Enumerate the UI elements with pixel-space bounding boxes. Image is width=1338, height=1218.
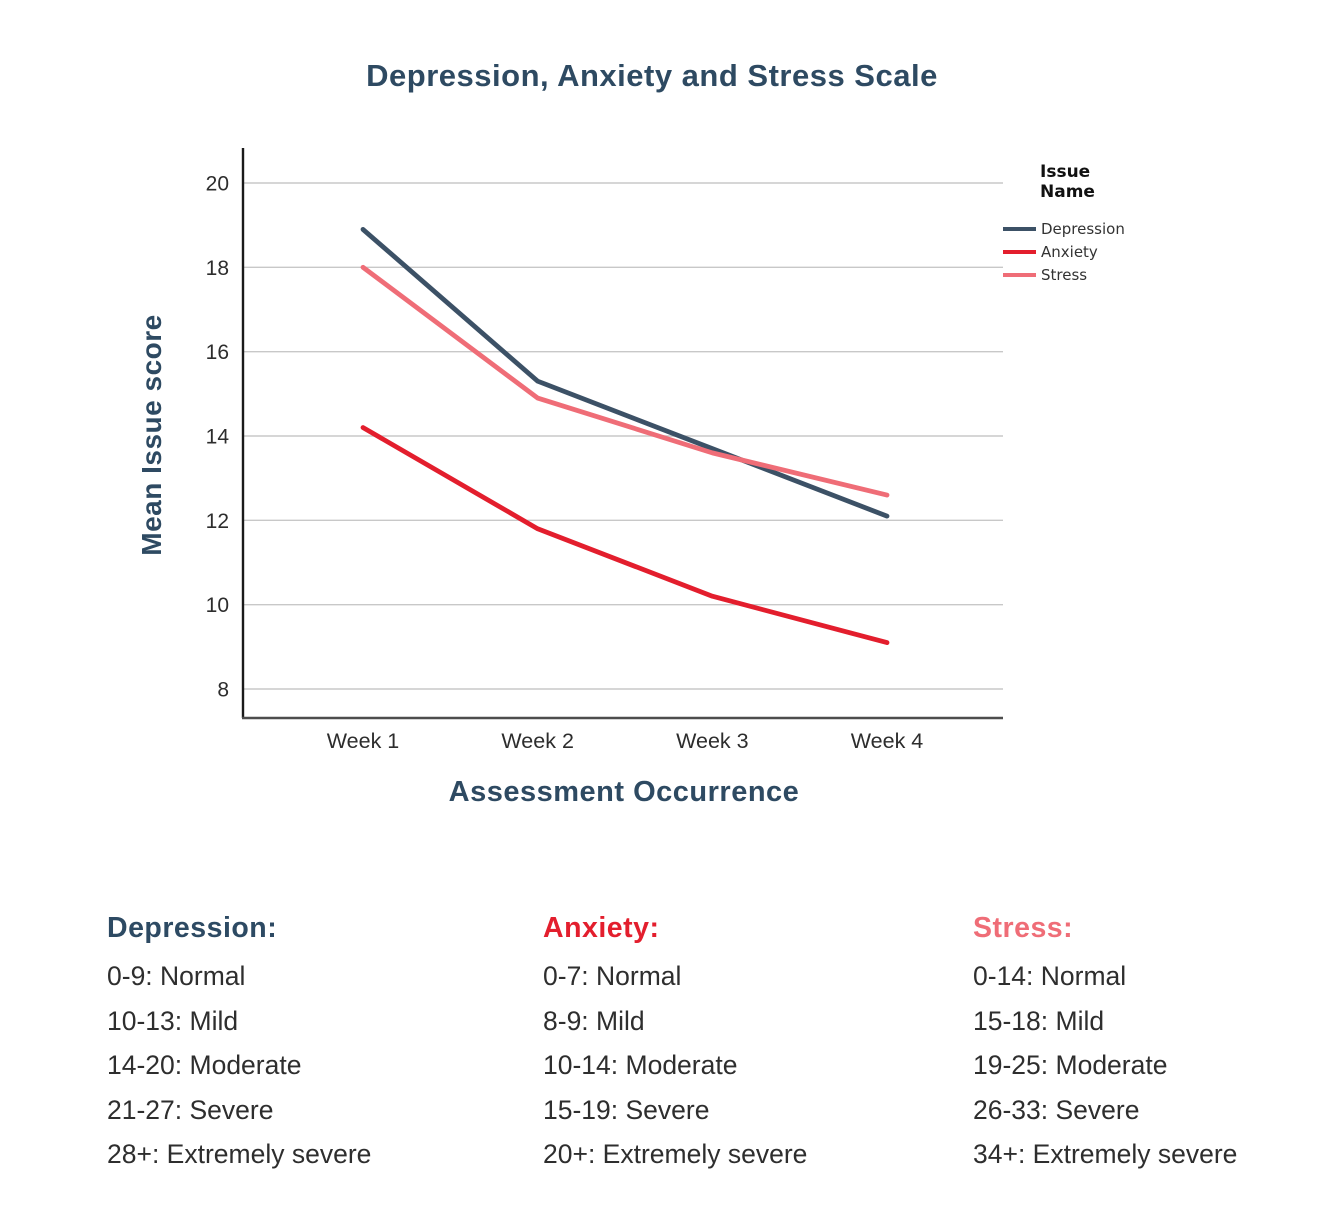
scale-heading: Anxiety: [543, 912, 660, 944]
legend-label: Depression [1041, 219, 1125, 238]
chart-title: Depression, Anxiety and Stress Scale [366, 58, 938, 93]
scale-item: 20+: Extremely severe [543, 1139, 808, 1169]
scale-item: 34+: Extremely severe [973, 1139, 1238, 1169]
legend-entry-anxiety: Anxiety [1003, 240, 1233, 263]
y-tick-label: 8 [217, 679, 229, 702]
y-tick-label: 10 [206, 594, 229, 617]
depression-swatch-icon [1003, 226, 1036, 231]
x-axis-title: Assessment Occurrence [448, 776, 800, 808]
y-tick-label: 12 [206, 510, 229, 533]
anxiety-swatch-icon [1003, 249, 1036, 254]
legend-entries: Depression Anxiety Stress [1003, 217, 1233, 286]
scale-item: 28+: Extremely severe [107, 1139, 372, 1169]
y-tick-label: 18 [206, 257, 229, 280]
scale-item: 19-25: Moderate [973, 1050, 1168, 1080]
depression-line [360, 226, 890, 519]
scale-item: 10-13: Mild [107, 1005, 239, 1036]
x-tick-label: Week 4 [851, 729, 924, 753]
anxiety-line [360, 425, 890, 646]
legend-entry-depression: Depression [1003, 217, 1233, 240]
scale-heading: Depression: [107, 912, 278, 944]
line-chart: 8 10 12 14 16 18 20 Week 1 Week 2 Week 3 Week 4 [206, 148, 1003, 753]
scale-item: 0-7: Normal [543, 961, 682, 991]
y-tick-label: 16 [206, 341, 229, 364]
stress-line [360, 264, 890, 498]
y-axis-title: Mean Issue score [136, 314, 167, 556]
y-tick-label: 14 [206, 426, 230, 449]
stress-swatch-icon [1003, 272, 1036, 277]
scale-column-stress: Stress: 0-14: Normal 15-18: Mild 19-25: Mod… [973, 905, 1237, 1177]
scale-item: 10-14: Moderate [543, 1050, 738, 1080]
legend-entry-stress: Stress [1003, 263, 1233, 286]
y-tick-label: 20 [206, 173, 229, 196]
x-tick-label: Week 1 [327, 729, 400, 753]
scale-item: 21-27: Severe [107, 1094, 274, 1125]
scale-item: 15-18: Mild [973, 1005, 1105, 1036]
scale-item: 0-9: Normal [107, 961, 246, 991]
scale-item: 14-20: Moderate [107, 1050, 302, 1080]
scale-heading: Stress: [973, 912, 1074, 944]
x-tick-label: Week 3 [676, 729, 749, 753]
x-tick-label: Week 2 [501, 729, 574, 753]
scale-item: 15-19: Severe [543, 1094, 710, 1125]
scale-column-depression: Depression: 0-9: Normal 10-13: Mild 14-20: … [107, 905, 371, 1177]
legend-label: Anxiety [1041, 242, 1098, 261]
scale-item: 8-9: Mild [543, 1005, 645, 1036]
legend-label: Stress [1041, 265, 1088, 284]
scale-item: 0-14: Normal [973, 961, 1127, 991]
legend-title: Issue Name [1040, 162, 1095, 202]
scale-column-anxiety: Anxiety: 0-7: Normal 8-9: Mild 10-14: Moder… [543, 905, 807, 1177]
scale-item: 26-33: Severe [973, 1094, 1140, 1125]
chart-legend: Issue Name Depression Anxiety Stress [1003, 162, 1233, 286]
